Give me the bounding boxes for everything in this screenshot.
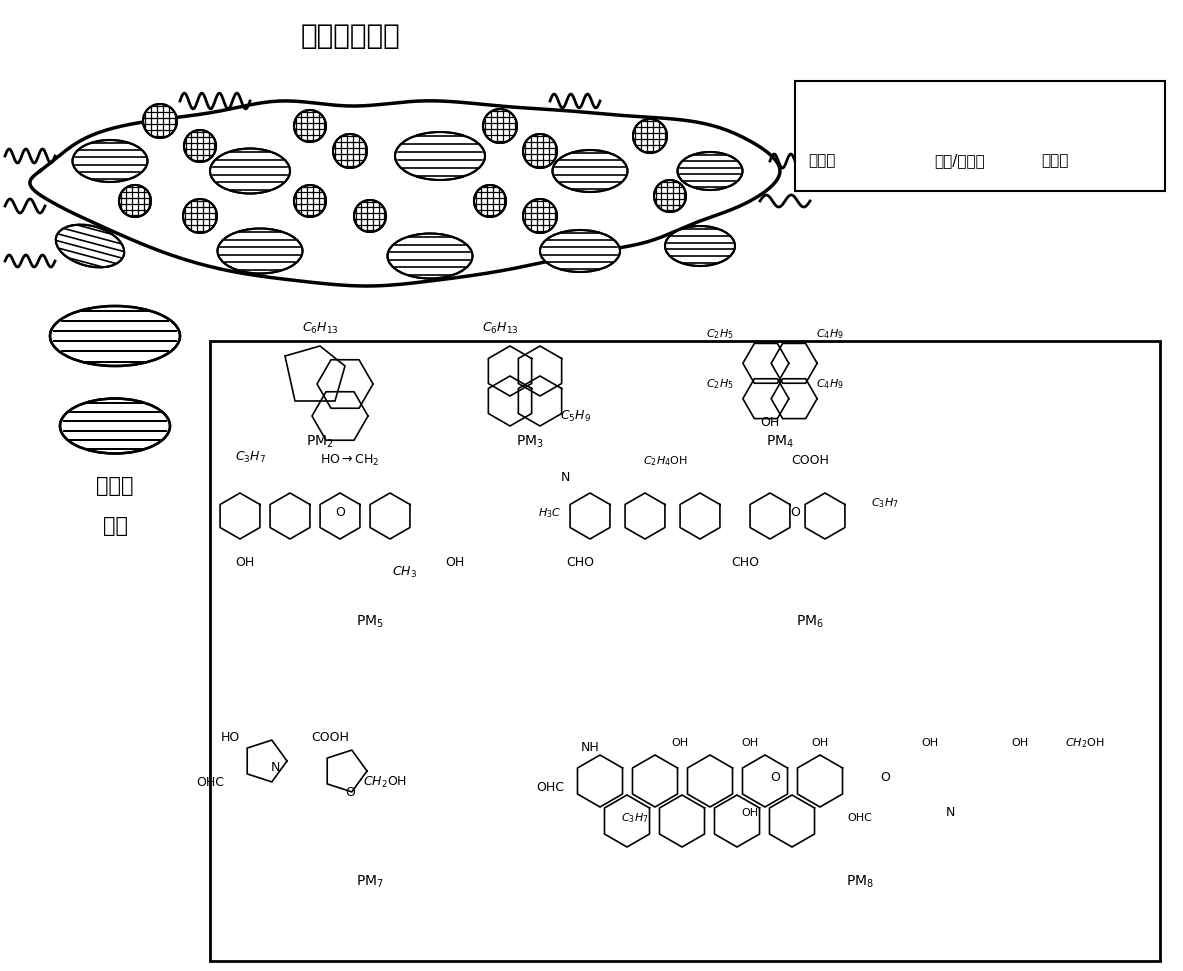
Circle shape — [185, 130, 216, 162]
Ellipse shape — [50, 306, 180, 366]
Text: $C_4H_9$: $C_4H_9$ — [816, 377, 843, 391]
Ellipse shape — [72, 140, 148, 182]
Text: O: O — [345, 786, 355, 799]
Circle shape — [295, 185, 327, 217]
Polygon shape — [30, 101, 780, 286]
Text: $CH_2$OH: $CH_2$OH — [1065, 736, 1105, 750]
Text: $CH_3$: $CH_3$ — [393, 565, 418, 580]
Text: 煮大分子结构: 煮大分子结构 — [300, 22, 400, 50]
Text: O: O — [770, 771, 780, 784]
Text: O: O — [880, 771, 890, 784]
Ellipse shape — [552, 150, 627, 192]
Text: OH: OH — [445, 556, 465, 569]
Text: OH: OH — [672, 738, 689, 748]
Text: 单元: 单元 — [103, 516, 128, 536]
Text: OHC: OHC — [536, 781, 564, 794]
Text: OH: OH — [761, 416, 780, 429]
Text: O: O — [335, 506, 345, 519]
Ellipse shape — [56, 224, 124, 267]
Text: OH: OH — [922, 738, 938, 748]
Ellipse shape — [665, 226, 735, 266]
Text: PM$_8$: PM$_8$ — [846, 874, 874, 890]
Circle shape — [483, 109, 517, 143]
Text: COOH: COOH — [311, 731, 349, 744]
Circle shape — [633, 119, 667, 153]
Ellipse shape — [211, 149, 290, 193]
Ellipse shape — [539, 230, 620, 272]
Text: $C_3H_7$: $C_3H_7$ — [621, 811, 648, 824]
Text: $C_3H_7$: $C_3H_7$ — [871, 496, 899, 510]
Text: PM$_7$: PM$_7$ — [356, 874, 384, 890]
Text: OHC: OHC — [847, 813, 872, 823]
Text: OH: OH — [742, 808, 758, 818]
Circle shape — [143, 104, 177, 138]
Text: $C_6H_{13}$: $C_6H_{13}$ — [302, 320, 338, 336]
Text: N: N — [945, 806, 955, 819]
Ellipse shape — [678, 152, 743, 190]
Text: CHO: CHO — [565, 556, 594, 569]
Text: O: O — [790, 506, 800, 519]
Text: $C_5H_9$: $C_5H_9$ — [560, 409, 592, 423]
Text: COOH: COOH — [791, 454, 829, 467]
Circle shape — [295, 110, 327, 142]
Text: $C_2H_4$OH: $C_2H_4$OH — [642, 454, 687, 468]
Circle shape — [119, 185, 151, 217]
Text: PM$_5$: PM$_5$ — [356, 614, 384, 630]
Text: $C_2H_5$: $C_2H_5$ — [706, 327, 733, 341]
Text: OHC: OHC — [196, 776, 224, 789]
Text: $C_4H_9$: $C_4H_9$ — [816, 327, 843, 341]
Text: 芳烃环: 芳烃环 — [808, 153, 835, 169]
Text: OH: OH — [235, 556, 254, 569]
Text: $H_3C$: $H_3C$ — [538, 506, 562, 519]
Text: OH: OH — [1011, 738, 1028, 748]
Text: 芳烃环: 芳烃环 — [96, 476, 134, 496]
Text: PM$_2$: PM$_2$ — [306, 434, 334, 451]
Text: 小分子: 小分子 — [1041, 153, 1068, 169]
Circle shape — [474, 185, 506, 217]
FancyBboxPatch shape — [211, 341, 1161, 961]
Circle shape — [183, 199, 216, 233]
Text: PM$_4$: PM$_4$ — [765, 434, 794, 451]
Circle shape — [523, 134, 557, 168]
Text: OH: OH — [742, 738, 758, 748]
Ellipse shape — [60, 398, 170, 453]
Ellipse shape — [395, 132, 485, 180]
Text: HO: HO — [220, 731, 240, 744]
Text: PM$_3$: PM$_3$ — [516, 434, 544, 451]
Ellipse shape — [218, 228, 303, 274]
Circle shape — [1037, 98, 1073, 134]
Text: N: N — [561, 471, 570, 484]
Text: $C_6H_{13}$: $C_6H_{13}$ — [481, 320, 518, 336]
Text: HO$\rightarrow$CH$_2$: HO$\rightarrow$CH$_2$ — [321, 453, 380, 468]
Text: PM$_6$: PM$_6$ — [796, 614, 825, 630]
Text: CHO: CHO — [731, 556, 759, 569]
Text: $C_2H_5$: $C_2H_5$ — [706, 377, 733, 391]
Text: 碳氢/醚键桥: 碳氢/醚键桥 — [935, 153, 985, 169]
Text: $CH_2$OH: $CH_2$OH — [363, 775, 407, 790]
Text: OH: OH — [812, 738, 828, 748]
FancyBboxPatch shape — [795, 81, 1165, 191]
Text: NH: NH — [581, 741, 600, 754]
Ellipse shape — [388, 233, 472, 279]
Circle shape — [332, 134, 367, 168]
Circle shape — [354, 200, 386, 232]
Text: N: N — [270, 761, 279, 774]
Circle shape — [654, 180, 686, 212]
Ellipse shape — [813, 98, 878, 133]
Circle shape — [523, 199, 557, 233]
Text: $C_3H_7$: $C_3H_7$ — [234, 450, 265, 465]
